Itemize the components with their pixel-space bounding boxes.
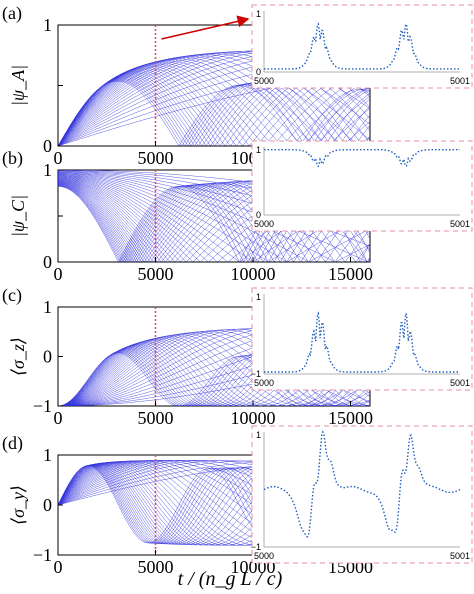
y-tick-label: 1 — [43, 15, 52, 35]
series-line — [58, 62, 370, 146]
inset-y-tick-label: −1 — [251, 369, 261, 379]
inset: 1 −15000 5001 — [251, 425, 473, 564]
inset-y-tick-label: −1 — [251, 542, 261, 552]
y-axis-label: ⟨σ_z⟩ — [8, 337, 28, 376]
inset: 1 −15000 5001 — [251, 287, 473, 391]
series-line — [58, 182, 370, 262]
series-line — [58, 180, 370, 262]
y-tick-label: 1 — [43, 445, 52, 465]
inset-series-line — [264, 311, 460, 373]
x-tick-label: 0 — [54, 148, 63, 168]
series-line — [58, 55, 370, 146]
x-tick-label: 5000 — [138, 148, 174, 168]
series-line — [58, 181, 370, 262]
series-line — [58, 172, 370, 262]
series-line — [58, 79, 370, 146]
x-axis-label: t / (n_g L / c) — [178, 568, 283, 590]
series-line — [58, 80, 370, 146]
x-tick-label: 10000 — [231, 264, 276, 284]
x-tick-label: 0 — [54, 408, 63, 428]
inset-x-tick-label: 5001 — [450, 551, 470, 561]
inset-series-line — [264, 22, 460, 70]
series-line — [58, 334, 370, 406]
inset-y-tick-label: 1 — [256, 292, 261, 302]
y-tick-label: 1 — [43, 297, 52, 317]
y-tick-label: 0 — [43, 252, 52, 272]
inset-border — [251, 4, 473, 89]
series-line — [58, 173, 370, 262]
y-axis-label: ⟨σ_y⟩ — [8, 485, 28, 525]
inset-border — [251, 425, 473, 564]
x-tick-label: 0 — [54, 264, 63, 284]
inset-x-tick-label: 5000 — [254, 378, 274, 388]
panels: 05000100001500001(a)|ψ_A|105000500105000… — [2, 3, 473, 577]
panel-label: (c) — [2, 285, 22, 306]
panel-label: (a) — [2, 3, 22, 24]
series-line — [58, 336, 370, 406]
inset-x-tick-label: 5000 — [254, 551, 274, 561]
y-tick-label: 0 — [43, 495, 52, 515]
inset-x-tick-label: 5001 — [450, 76, 470, 86]
series-line — [58, 79, 370, 146]
inset-y-tick-label: 1 — [256, 145, 261, 155]
panel-label: (b) — [2, 148, 23, 169]
y-tick-label: 1 — [43, 160, 52, 180]
series-line — [58, 352, 370, 406]
series-line — [58, 60, 370, 146]
y-tick-label: 0 — [43, 136, 52, 156]
panel-d: 0 5000 10000 15000−101(d)⟨σ_y⟩1−15000 5001 — [2, 425, 473, 577]
inset-x-tick-label: 5001 — [450, 219, 470, 229]
y-tick-label: 0 — [43, 347, 52, 367]
inset-y-tick-label: 1 — [256, 9, 261, 19]
y-tick-label: −1 — [33, 396, 52, 416]
panel-label: (d) — [2, 433, 23, 454]
series-line — [58, 61, 370, 146]
x-tick-label: 10000 — [231, 408, 276, 428]
series-line — [58, 335, 370, 406]
inset-border — [251, 287, 473, 391]
inset-x-tick-label: 5001 — [450, 378, 470, 388]
inset-x-tick-label: 5000 — [254, 76, 274, 86]
zoom-arrow — [161, 15, 250, 40]
inset-y-tick-label: 0 — [256, 210, 261, 220]
x-tick-label: 5000 — [138, 408, 174, 428]
series-line — [58, 58, 370, 146]
x-tick-label: 15000 — [328, 408, 373, 428]
y-tick-label: −1 — [33, 545, 52, 565]
series-line — [58, 181, 370, 262]
inset-x-tick-label: 5000 — [254, 219, 274, 229]
y-axis-label: |ψ_A| — [8, 65, 28, 106]
x-tick-label: 5000 — [138, 557, 174, 577]
series-line — [58, 347, 370, 406]
panel-c: 0 5000 10000 15000−101(c)⟨σ_z⟩1−15000 5001 — [2, 285, 473, 428]
series-line — [58, 53, 370, 146]
x-tick-label: 0 — [54, 557, 63, 577]
inset-series-line — [264, 149, 460, 168]
series-line — [58, 77, 370, 146]
series-line — [58, 54, 370, 146]
inset-y-tick-label: 0 — [256, 67, 261, 77]
x-tick-label: 15000 — [328, 264, 373, 284]
x-tick-label: 5000 — [138, 264, 174, 284]
inset-border — [251, 140, 473, 232]
series-line — [58, 59, 370, 146]
series-line — [58, 331, 370, 406]
inset-y-tick-label: 1 — [256, 430, 261, 440]
y-axis-label: |ψ_C| — [8, 195, 28, 237]
